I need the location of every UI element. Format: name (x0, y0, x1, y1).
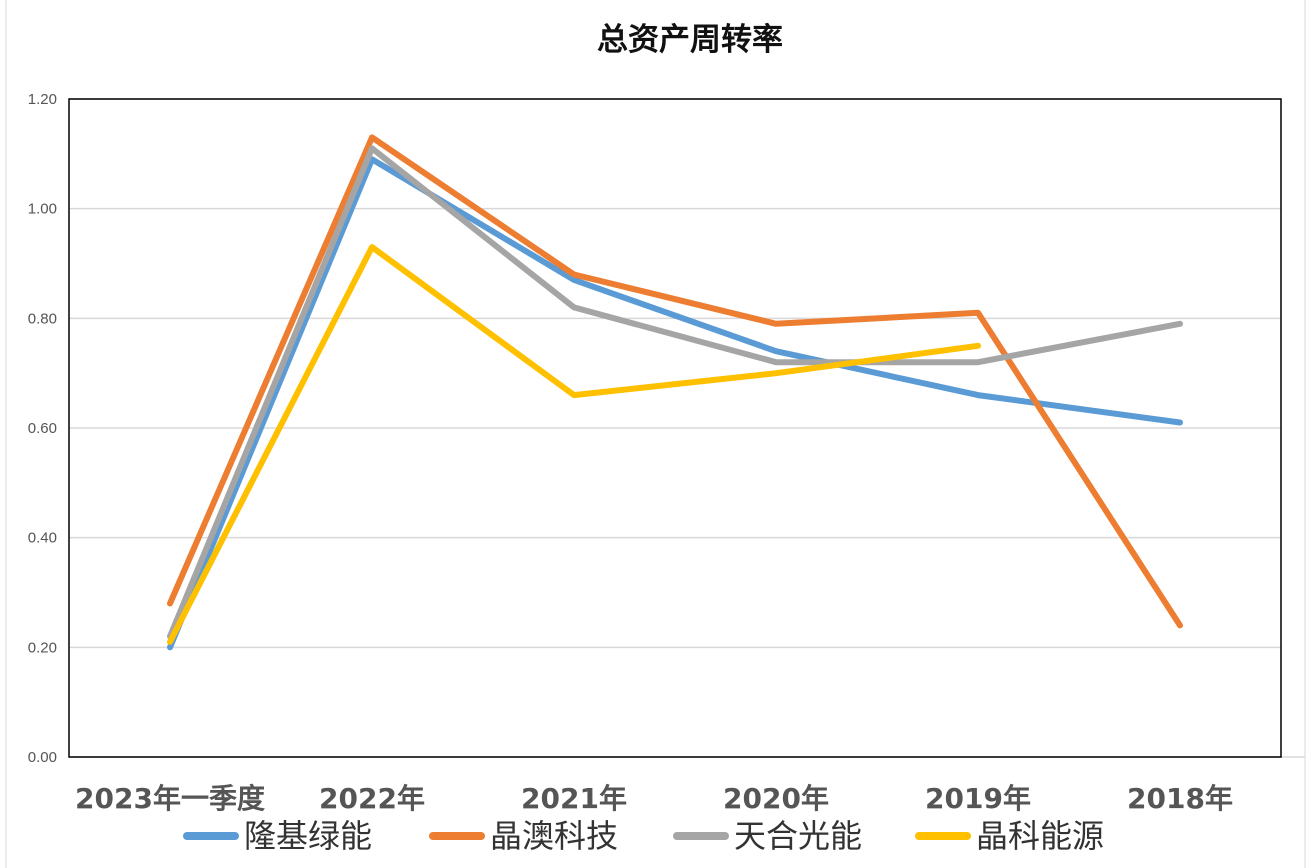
y-tick-label: 0.80 (28, 310, 57, 327)
y-axis: 0.00 0.20 0.40 0.60 0.80 1.00 1.20 (28, 91, 57, 766)
series-line-0 (167, 156, 1183, 651)
legend-label: 隆基绿能 (244, 817, 372, 855)
x-tick-label: 2019年 (925, 782, 1031, 815)
series-line-1 (167, 134, 1183, 629)
plot-area-border (68, 98, 1282, 758)
y-tick-label: 0.20 (28, 639, 57, 656)
legend: 隆基绿能 晶澳科技 天合光能 晶科能源 (183, 817, 1104, 855)
y-tick-label: 0.00 (28, 749, 57, 766)
legend-label: 晶澳科技 (490, 817, 618, 855)
x-tick-label: 2023年一季度 (75, 782, 265, 815)
y-tick-label: 0.40 (28, 530, 57, 547)
x-axis: 2023年一季度 2022年 2021年 2020年 2019年 2018年 (75, 782, 1233, 815)
chart-title: 总资产周转率 (597, 22, 783, 58)
series-line-2 (167, 145, 1183, 640)
y-tick-label: 0.60 (28, 420, 57, 437)
x-tick-label: 2021年 (521, 782, 627, 815)
y-tick-label: 1.20 (28, 91, 57, 108)
x-tick-label: 2018年 (1127, 782, 1233, 815)
series-lines (167, 134, 1183, 651)
x-tick-label: 2022年 (319, 782, 425, 815)
y-tick-label: 1.00 (28, 201, 57, 218)
x-tick-label: 2020年 (723, 782, 829, 815)
legend-label: 晶科能源 (976, 817, 1104, 855)
legend-label: 天合光能 (734, 817, 862, 855)
